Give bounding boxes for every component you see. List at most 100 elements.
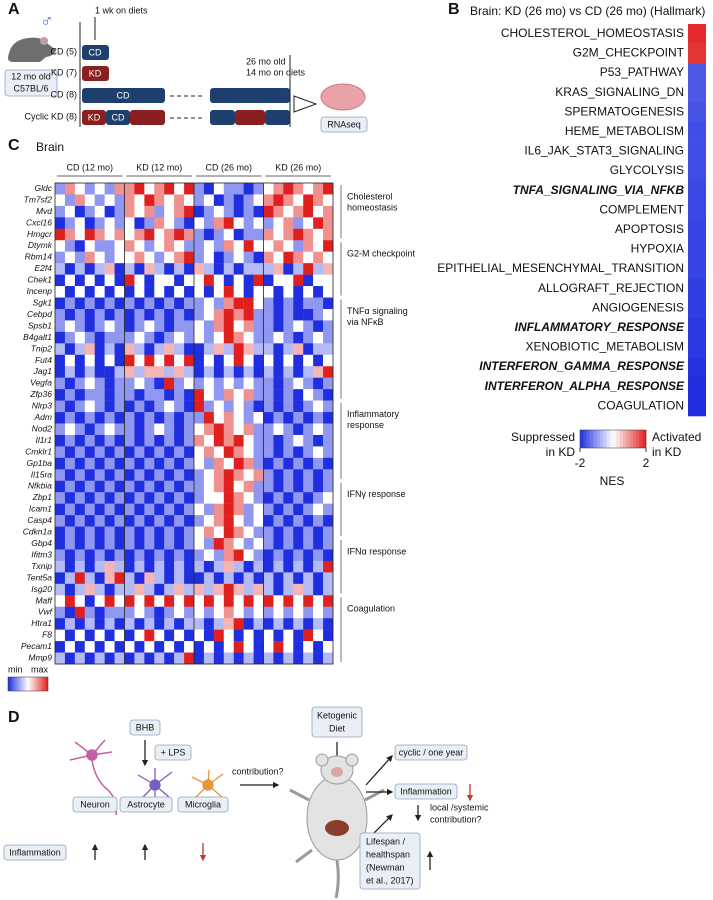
- heat-cell: [94, 492, 105, 504]
- heat-cell: [64, 331, 76, 344]
- heat-cell: [293, 492, 304, 504]
- heatmap-frame: [54, 182, 334, 665]
- heat-cell: [124, 400, 135, 413]
- heat-cell: [283, 297, 294, 310]
- heat-cell: [184, 251, 195, 264]
- heat-cell: [164, 274, 175, 287]
- heat-cell: [323, 377, 334, 390]
- heat-cell: [213, 274, 224, 287]
- heat-cell: [184, 331, 195, 344]
- heat-cell: [233, 515, 244, 527]
- heat-cell: [124, 331, 135, 344]
- heat-cell: [174, 251, 185, 264]
- heat-cell: [273, 549, 284, 562]
- heat-cell: [134, 572, 145, 585]
- heat-cell: [263, 228, 274, 241]
- set-label: Cholesterol: [347, 191, 393, 201]
- heat-cell: [233, 263, 244, 275]
- heat-cell: [154, 641, 165, 653]
- pathway: KRAS_SIGNALING_DN: [555, 85, 684, 99]
- heat-cell: [74, 331, 85, 344]
- box-text: KD: [88, 112, 101, 122]
- heat-cell: [283, 606, 294, 619]
- panel-title: Brain: KD (26 mo) vs CD (26 mo) (Hallmar…: [470, 4, 705, 18]
- heat-cell: [184, 641, 195, 653]
- heat-cell: [124, 297, 135, 310]
- heat-cell: [243, 331, 254, 344]
- heat-cell: [114, 492, 125, 504]
- heat-cell: [323, 434, 334, 447]
- heat-cell: [55, 354, 66, 367]
- heat-cell: [84, 480, 95, 493]
- heat-cell: [154, 354, 165, 367]
- heat-cell: [64, 263, 76, 275]
- heat-cell: [114, 412, 125, 424]
- heat-cell: [174, 652, 185, 665]
- heat-cell: [293, 641, 304, 653]
- heat-cell: [104, 652, 115, 665]
- heat-cell: [253, 503, 264, 516]
- heat-cell: [243, 297, 254, 310]
- heat-cell: [184, 538, 195, 550]
- heat-cell: [144, 652, 155, 665]
- heat-cell: [94, 205, 105, 218]
- heat-cell: [283, 400, 294, 413]
- heat-cell: [263, 194, 274, 207]
- heat-cell: [114, 641, 125, 653]
- heat-cell: [203, 492, 215, 504]
- heat-cell: [323, 492, 334, 504]
- heat-cell: [303, 572, 314, 585]
- heat-cell: [164, 480, 175, 493]
- heat-cell: [213, 652, 224, 665]
- heat-cell: [124, 366, 135, 378]
- heat-cell: [94, 308, 105, 321]
- heat-cell: [213, 308, 224, 321]
- heat-cell: [174, 400, 185, 413]
- heat-cell: [154, 377, 165, 390]
- gene-label: Il1r1: [35, 435, 52, 445]
- heat-cell: [114, 286, 125, 298]
- group-label: KD (12 mo): [136, 162, 182, 172]
- heat-cell: [213, 480, 224, 493]
- gene-label: Ifitm3: [31, 549, 52, 559]
- heat-cell: [233, 641, 244, 653]
- heat-cell: [243, 583, 254, 596]
- heat-cell: [104, 194, 115, 207]
- heat-cell: [273, 606, 284, 619]
- heat-cell: [154, 400, 165, 413]
- heat-cell: [303, 606, 314, 619]
- heat-cell: [263, 377, 274, 390]
- heat-cell: [114, 560, 125, 573]
- heat-cell: [134, 595, 145, 607]
- heat-cell: [194, 503, 205, 516]
- heat-cell: [134, 652, 145, 665]
- heat-cell: [55, 217, 66, 230]
- heat-cell: [94, 251, 105, 264]
- heat-cell: [154, 446, 165, 459]
- pathway: COMPLEMENT: [599, 202, 684, 216]
- assay: RNAseq: [327, 119, 361, 129]
- heat-cell: [313, 343, 324, 355]
- heat-cell: [243, 400, 254, 413]
- heat-cell: [184, 618, 195, 630]
- heat-cell: [134, 240, 145, 252]
- heat-cell: [154, 480, 165, 493]
- microglia-icon: [191, 769, 224, 799]
- heat-cell: [243, 526, 254, 539]
- heat-cell: [55, 618, 66, 630]
- heat-cell: [124, 515, 135, 527]
- heat-cell: [243, 308, 254, 321]
- heat-cell: [124, 320, 135, 333]
- heat-cell: [303, 343, 314, 355]
- mouse-body: [289, 753, 385, 899]
- heat-cell: [104, 343, 115, 355]
- heat-cell: [94, 606, 105, 619]
- heat-cell: [213, 320, 224, 333]
- heat-cell: [213, 629, 224, 642]
- color-legend: [7, 676, 49, 692]
- heat-cell: [194, 652, 205, 665]
- heat-cell: [323, 423, 334, 436]
- heat-cell: [223, 331, 234, 344]
- heat-cell: [144, 389, 155, 401]
- heat-cell: [84, 194, 95, 207]
